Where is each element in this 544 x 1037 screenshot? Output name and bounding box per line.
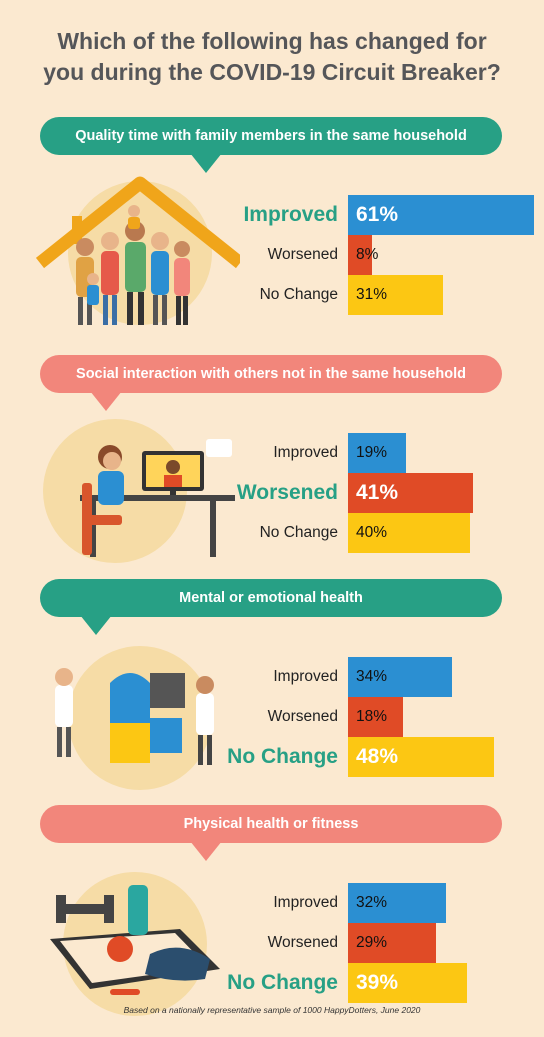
category-label: Worsened (267, 708, 338, 725)
section-title: Quality time with family members in the … (75, 128, 467, 144)
chart-section: Quality time with family members in the … (0, 117, 544, 349)
bar-no-change (348, 963, 467, 1003)
category-label: Improved (243, 203, 338, 226)
video-call-icon (30, 399, 240, 579)
bar-row: Worsened 41% (0, 473, 544, 513)
bar-no-change (348, 737, 494, 777)
bar-no-change (348, 275, 443, 315)
bar-improved (348, 883, 446, 923)
banner-pointer (80, 615, 112, 635)
section-title: Social interaction with others not in th… (76, 366, 466, 382)
value-label: 32% (356, 894, 388, 911)
value-label: 29% (356, 934, 388, 951)
category-label: No Change (259, 286, 338, 303)
bar-row: Improved 32% (0, 883, 544, 923)
bar-worsened (348, 697, 403, 737)
bar-row: Improved 34% (0, 657, 544, 697)
section-banner: Physical health or fitness (40, 805, 502, 861)
value-label: 19% (356, 444, 388, 461)
value-label: 8% (356, 246, 379, 263)
category-label: Improved (273, 444, 338, 461)
value-label: 18% (356, 708, 388, 725)
value-label: 48% (356, 745, 399, 768)
value-label: 41% (356, 481, 399, 504)
category-label: Worsened (267, 934, 338, 951)
category-label: No Change (227, 971, 338, 994)
bar-row: Improved 19% (0, 433, 544, 473)
section-title: Physical health or fitness (183, 816, 359, 832)
bar-row: Worsened 18% (0, 697, 544, 737)
banner-pointer (190, 841, 222, 861)
value-label: 34% (356, 668, 388, 685)
puzzle-head-icon (30, 623, 240, 803)
section-banner: Mental or emotional health (40, 579, 502, 635)
category-label: Worsened (236, 481, 338, 504)
title-line-2: you during the COVID-19 Circuit Breaker? (43, 59, 501, 85)
banner-pointer (90, 391, 122, 411)
bar-row: Improved 61% (0, 195, 544, 235)
bar-worsened (348, 473, 473, 513)
chart-section: Social interaction with others not in th… (0, 355, 544, 587)
category-label: Improved (273, 668, 338, 685)
bar-improved (348, 195, 534, 235)
bar-row: No Change 31% (0, 275, 544, 315)
bar-worsened (348, 235, 372, 275)
page-title: Which of the following has changed for y… (0, 26, 544, 88)
value-label: 61% (356, 203, 399, 226)
section-banner: Social interaction with others not in th… (40, 355, 502, 411)
bar-row: No Change 39% (0, 963, 544, 1003)
section-title: Mental or emotional health (179, 590, 363, 606)
footnote: Based on a nationally representative sam… (123, 1005, 421, 1015)
family-house-icon (30, 161, 245, 341)
bar-row: No Change 48% (0, 737, 544, 777)
bar-row: Worsened 29% (0, 923, 544, 963)
chart-section: Mental or emotional health Improved 34% Wo… (0, 579, 544, 811)
bar-row: No Change 40% (0, 513, 544, 553)
banner-pointer (190, 153, 222, 173)
value-label: 31% (356, 286, 388, 303)
bar-worsened (348, 923, 436, 963)
bar-improved (348, 433, 406, 473)
chart-section: Physical health or fitness Improved 32% Wo… (0, 805, 544, 1037)
category-label: No Change (259, 524, 338, 541)
bar-row: Worsened 8% (0, 235, 544, 275)
section-banner: Quality time with family members in the … (40, 117, 502, 173)
value-label: 39% (356, 971, 399, 994)
category-label: Worsened (267, 246, 338, 263)
fitness-phone-icon (30, 849, 240, 1029)
category-label: Improved (273, 894, 338, 911)
bar-no-change (348, 513, 470, 553)
value-label: 40% (356, 524, 388, 541)
title-line-1: Which of the following has changed for (57, 28, 487, 54)
category-label: No Change (227, 745, 338, 768)
bar-improved (348, 657, 452, 697)
